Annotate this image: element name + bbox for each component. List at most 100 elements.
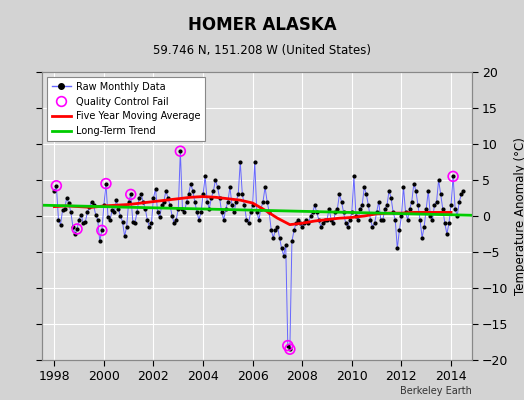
- Point: [215, 195, 224, 201]
- Point: [281, 242, 290, 248]
- Point: [288, 238, 296, 244]
- Point: [370, 220, 379, 226]
- Point: [226, 184, 234, 190]
- Point: [250, 159, 259, 165]
- Point: [73, 226, 81, 232]
- Point: [170, 220, 178, 226]
- Point: [329, 220, 337, 226]
- Point: [121, 233, 129, 239]
- Point: [406, 206, 414, 212]
- Point: [240, 202, 248, 208]
- Point: [176, 148, 184, 154]
- Point: [296, 220, 304, 226]
- Point: [436, 191, 445, 198]
- Point: [401, 209, 410, 216]
- Point: [319, 220, 327, 226]
- Legend: Raw Monthly Data, Quality Control Fail, Five Year Moving Average, Long-Term Tren: Raw Monthly Data, Quality Control Fail, …: [47, 77, 205, 141]
- Point: [93, 216, 102, 223]
- Point: [342, 220, 350, 226]
- Point: [393, 245, 401, 252]
- Point: [95, 238, 104, 244]
- Point: [321, 216, 329, 223]
- Point: [412, 188, 420, 194]
- Point: [248, 202, 257, 208]
- Point: [199, 191, 208, 198]
- Point: [316, 224, 325, 230]
- Point: [387, 195, 395, 201]
- Point: [430, 202, 439, 208]
- Point: [238, 191, 246, 198]
- Point: [275, 234, 283, 241]
- Point: [242, 216, 250, 223]
- Point: [428, 216, 436, 223]
- Point: [168, 213, 176, 219]
- Point: [312, 209, 321, 216]
- Point: [294, 216, 302, 223]
- Point: [277, 245, 286, 252]
- Point: [160, 198, 168, 205]
- Y-axis label: Temperature Anomaly (°C): Temperature Anomaly (°C): [514, 137, 524, 295]
- Point: [455, 198, 463, 205]
- Point: [364, 202, 373, 208]
- Point: [110, 209, 118, 216]
- Text: 59.746 N, 151.208 W (United States): 59.746 N, 151.208 W (United States): [153, 44, 371, 57]
- Point: [139, 198, 147, 205]
- Point: [191, 198, 199, 205]
- Point: [56, 222, 64, 228]
- Point: [234, 191, 243, 198]
- Point: [337, 198, 346, 205]
- Point: [360, 184, 368, 190]
- Point: [385, 188, 393, 194]
- Point: [439, 206, 447, 212]
- Point: [379, 216, 387, 223]
- Point: [201, 173, 209, 180]
- Point: [424, 188, 432, 194]
- Point: [67, 209, 75, 216]
- Point: [300, 220, 309, 226]
- Point: [81, 218, 90, 225]
- Point: [302, 216, 311, 223]
- Point: [58, 207, 67, 214]
- Point: [257, 206, 265, 212]
- Point: [217, 209, 226, 216]
- Point: [230, 209, 238, 216]
- Point: [441, 220, 449, 226]
- Point: [52, 182, 61, 189]
- Point: [145, 224, 154, 230]
- Point: [307, 213, 315, 219]
- Point: [114, 206, 123, 212]
- Point: [366, 216, 375, 223]
- Point: [292, 220, 300, 226]
- Point: [71, 231, 79, 237]
- Point: [327, 216, 335, 223]
- Point: [205, 206, 213, 212]
- Point: [304, 220, 313, 226]
- Point: [403, 216, 412, 223]
- Point: [100, 202, 108, 208]
- Point: [283, 342, 292, 349]
- Point: [64, 200, 73, 206]
- Point: [184, 191, 193, 198]
- Point: [224, 198, 232, 205]
- Point: [426, 213, 434, 219]
- Point: [203, 198, 211, 205]
- Point: [62, 195, 71, 201]
- Point: [408, 198, 416, 205]
- Point: [187, 180, 195, 187]
- Point: [116, 213, 125, 219]
- Point: [331, 209, 340, 216]
- Point: [432, 198, 441, 205]
- Point: [195, 216, 203, 223]
- Point: [347, 209, 356, 216]
- Point: [164, 195, 172, 201]
- Point: [102, 180, 110, 187]
- Point: [143, 216, 151, 223]
- Point: [147, 220, 156, 226]
- Point: [377, 216, 385, 223]
- Point: [410, 180, 418, 187]
- Point: [395, 227, 403, 234]
- Point: [127, 191, 135, 198]
- Point: [104, 214, 112, 221]
- Point: [397, 213, 406, 219]
- Text: Berkeley Earth: Berkeley Earth: [400, 386, 472, 396]
